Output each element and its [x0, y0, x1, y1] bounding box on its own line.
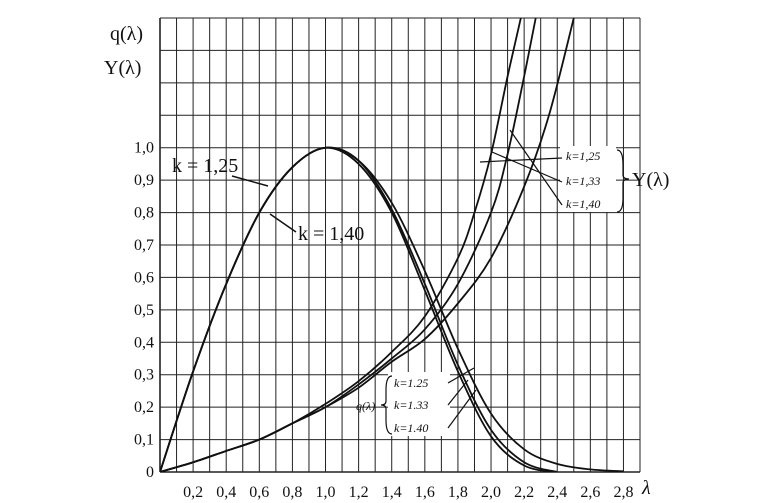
y-legend-leader-1 — [479, 157, 563, 163]
q-group-legend: k=1.25 k=1.33 k=1.40 q(λ) — [356, 367, 477, 436]
x-tick-label: 2,4 — [547, 484, 567, 501]
x-tick-label: 0,4 — [216, 484, 236, 501]
y-legend-leader-3 — [509, 129, 563, 206]
y-tick-label: 0,2 — [134, 399, 154, 416]
q-legend-group-label: q(λ) — [356, 399, 375, 413]
x-tick-label: 1,2 — [349, 484, 369, 501]
x-tick-label: 1,6 — [415, 484, 435, 501]
annotation-k140: k = 1,40 — [298, 223, 364, 245]
y-legend-group-label: Y(λ) — [632, 169, 669, 191]
q-legend-entry-3: k=1.40 — [394, 421, 428, 435]
q-legend-entry-1: k=1.25 — [394, 376, 428, 390]
y-legend-entry-1: k=1,25 — [566, 149, 600, 163]
y-tick-label: 0,5 — [134, 302, 154, 319]
y-axis-title-q: q(λ) — [110, 23, 143, 45]
x-tick-label: 1,0 — [316, 484, 336, 501]
annotation-k125-leader — [231, 175, 269, 187]
x-tick-label: 0,6 — [249, 484, 269, 501]
q-legend-leader-3 — [447, 389, 477, 429]
x-tick-label: 0,8 — [282, 484, 302, 501]
series-line-q-2 — [160, 146, 558, 472]
annotation-k140-leader — [269, 213, 297, 233]
y-tick-label: 0,8 — [134, 205, 154, 222]
grid — [159, 17, 641, 473]
annotation-k125: k = 1,25 — [172, 155, 238, 177]
y-legend-entry-2: k=1,33 — [566, 174, 600, 188]
y-legend-leader-2 — [491, 151, 563, 183]
x-axis-title: λ — [641, 477, 651, 499]
x-tick-label: 2,2 — [514, 484, 534, 501]
q-legend-entry-2: k=1.33 — [394, 398, 428, 412]
x-tick-label: 2,0 — [481, 484, 501, 501]
x-tick-label: 0,2 — [183, 484, 203, 501]
y-tick-label: 1,0 — [134, 140, 154, 157]
y-tick-label: 0,1 — [134, 432, 154, 449]
y-group-legend: k=1,25 k=1,33 k=1,40 Y(λ) — [479, 129, 669, 213]
x-tick-label: 1,8 — [448, 484, 468, 501]
tick-labels: 0,2 0,4 0,6 0,8 1,0 1,2 1,4 1,6 1,8 2,0 2,2 2,4 2,6 2… — [134, 140, 633, 501]
x-tick-label: 1,4 — [382, 484, 402, 501]
y-legend-entry-3: k=1,40 — [566, 197, 600, 211]
x-tick-label: 2,8 — [613, 484, 633, 501]
y-tick-label: 0,9 — [134, 172, 154, 189]
y-tick-label: 0,4 — [134, 334, 154, 351]
series-line-Y-5 — [160, 18, 522, 472]
y-tick-label: 0,7 — [134, 237, 154, 254]
q-legend-leader-1 — [447, 367, 475, 384]
y-axis-title-y: Y(λ) — [104, 57, 141, 79]
y-tick-label: 0,3 — [134, 367, 154, 384]
y-tick-label: 0,6 — [134, 269, 154, 286]
series-layer — [160, 18, 624, 472]
y-tick-label: 0 — [146, 464, 154, 481]
y-legend-brace — [616, 149, 630, 213]
y-group-legend-bg — [560, 146, 616, 212]
q-legend-brace — [380, 375, 393, 435]
q-group-legend-bg — [388, 372, 450, 436]
x-tick-label: 2,6 — [580, 484, 600, 501]
q-legend-leader-2 — [447, 379, 469, 406]
